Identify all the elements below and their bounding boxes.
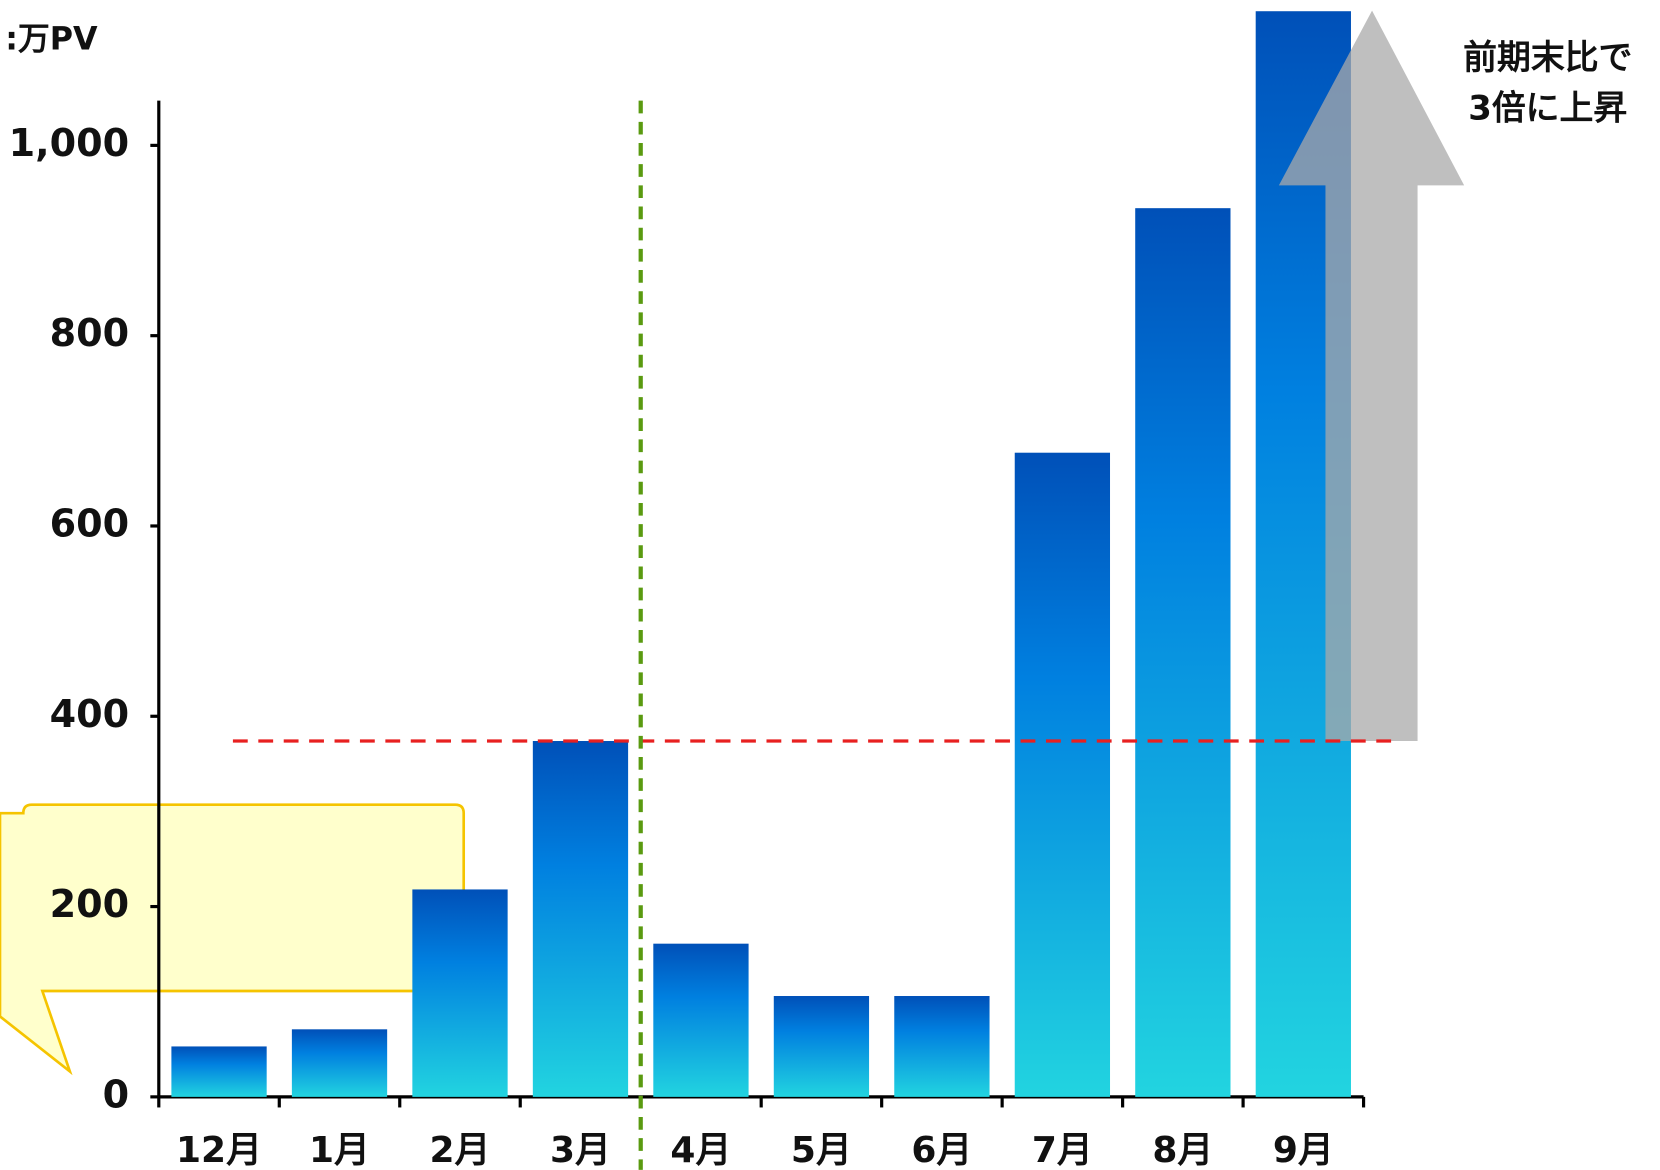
y-tick-label: 1,000 [9,121,130,165]
x-tick-label: 2月 [429,1130,490,1170]
y-tick-label: 0 [103,1072,130,1116]
arrow [1278,10,1465,742]
annotation: 3倍に上昇 [1468,89,1627,128]
x-tick-label: 5月 [791,1130,852,1170]
y-tick-label: 600 [50,501,130,545]
y-tick-label: 400 [50,692,130,736]
bar [894,996,990,1097]
annotation: 前期末比で [1463,38,1632,77]
x-tick-label: 8月 [1152,1130,1213,1170]
bar [532,741,629,1097]
x-tick-label: 3月 [550,1130,611,1170]
bar [171,1046,267,1097]
bar [291,1029,388,1097]
bar [1135,208,1231,1097]
x-tick-label: 7月 [1032,1130,1093,1170]
bar [412,889,508,1097]
unit-label: :万PV [5,21,98,57]
bar [1014,452,1111,1097]
x-tick-label: 4月 [670,1130,731,1170]
x-tick-label: 1月 [309,1130,370,1170]
y-tick-label: 800 [50,311,130,355]
bar [653,943,749,1097]
x-tick-label: 12月 [176,1130,262,1170]
x-tick-label: 9月 [1273,1130,1334,1170]
bar [773,996,870,1097]
y-tick-label: 200 [50,882,130,926]
callout [0,803,466,1076]
x-tick-label: 6月 [911,1130,972,1170]
